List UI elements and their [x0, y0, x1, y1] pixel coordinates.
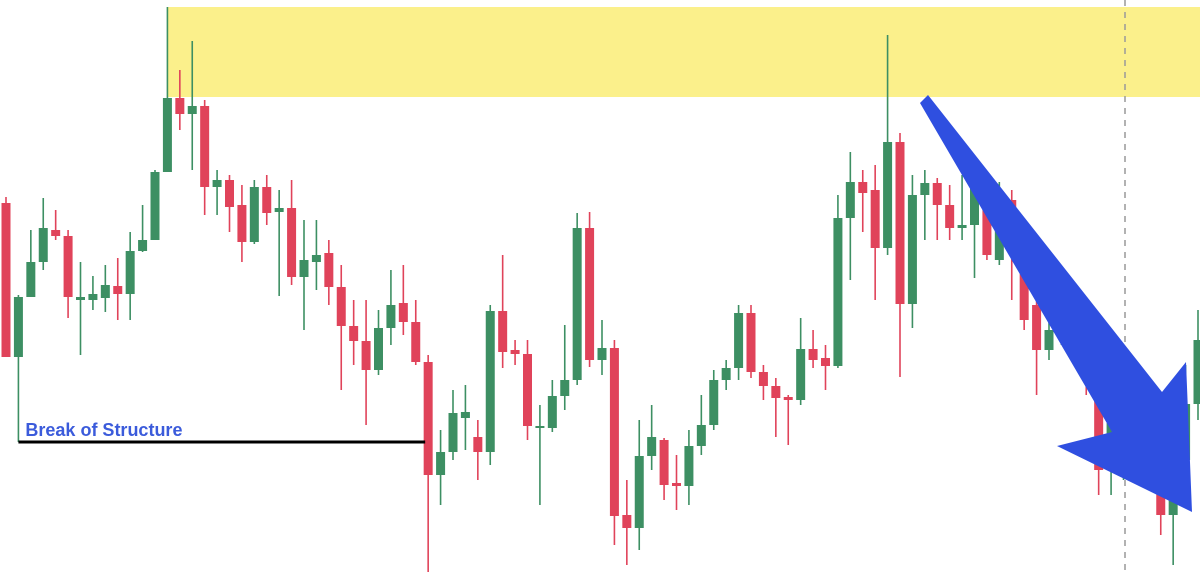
- candle-body: [1, 203, 11, 357]
- candle-body: [746, 313, 756, 372]
- candle-body: [26, 262, 36, 297]
- candle-body: [249, 187, 259, 242]
- candle-body: [1032, 305, 1042, 350]
- candle-body: [237, 205, 247, 242]
- candle-body: [622, 515, 632, 528]
- candle-body: [957, 225, 967, 228]
- candle-body: [945, 205, 955, 228]
- candle-body: [113, 286, 123, 294]
- candle-body: [796, 349, 806, 400]
- candle-body: [696, 425, 706, 446]
- candle-body: [721, 368, 731, 380]
- candle-body: [1019, 245, 1029, 320]
- candle-body: [535, 426, 545, 428]
- candle-body: [398, 303, 408, 322]
- candle-body: [609, 348, 619, 516]
- candle-body: [76, 297, 85, 300]
- candle-body: [212, 180, 222, 187]
- candle-body: [672, 483, 681, 486]
- candle-body: [771, 386, 781, 398]
- candle-body: [460, 412, 470, 418]
- candle-body: [659, 440, 669, 485]
- candle-body: [473, 437, 483, 452]
- candle-body: [262, 187, 272, 213]
- candle-body: [647, 437, 657, 456]
- candle-body: [845, 182, 855, 218]
- candle-body: [63, 236, 73, 297]
- candle-body: [125, 251, 135, 294]
- candle-body: [734, 313, 744, 368]
- bos-label: Break of Structure: [25, 420, 182, 440]
- candle-body: [1094, 372, 1104, 470]
- candle-body: [374, 328, 383, 370]
- candle-body: [13, 297, 23, 357]
- candle-body: [808, 349, 818, 360]
- candle-body: [1193, 340, 1200, 404]
- candle-body: [175, 98, 185, 114]
- candle-body: [920, 183, 930, 195]
- candle-body: [361, 341, 371, 370]
- candle-body: [833, 218, 843, 366]
- candle-body: [970, 185, 979, 225]
- trend-arrow: [920, 95, 1192, 512]
- candle-body: [870, 190, 880, 248]
- candle-body: [709, 380, 719, 425]
- candle-body: [1044, 330, 1054, 350]
- candle-body: [336, 287, 346, 326]
- candle-body: [386, 305, 396, 328]
- candle-body: [349, 326, 359, 341]
- candle-body: [932, 183, 942, 205]
- candle-body: [299, 260, 309, 277]
- candle-body: [907, 195, 917, 304]
- candle-body: [324, 253, 334, 287]
- candle-body: [560, 380, 570, 396]
- candle-body: [498, 311, 508, 352]
- candle-body: [423, 362, 433, 475]
- candle-body: [572, 228, 582, 380]
- candle-body: [821, 358, 830, 366]
- candle-body: [597, 348, 607, 360]
- candle-body: [895, 142, 905, 304]
- candle-body: [523, 354, 532, 426]
- candle-body: [88, 294, 98, 300]
- candle-body: [436, 452, 446, 475]
- candle-body: [200, 106, 210, 187]
- candle-body: [51, 230, 61, 236]
- candle-body: [311, 255, 321, 262]
- candle-body: [187, 106, 197, 114]
- candle-body: [287, 208, 297, 277]
- candle-body: [547, 396, 557, 428]
- candle-body: [783, 397, 793, 400]
- candle-body: [274, 208, 284, 212]
- candle-body: [150, 172, 160, 240]
- candle-body: [411, 322, 421, 362]
- candle-body: [585, 228, 595, 360]
- candle-body: [684, 446, 694, 486]
- candle-body: [448, 413, 458, 452]
- supply-zone: [167, 7, 1200, 97]
- candle-body: [982, 183, 992, 255]
- candle-body: [485, 311, 495, 452]
- candle-body: [100, 285, 110, 298]
- candle-body: [162, 98, 172, 172]
- candle-body: [858, 182, 868, 193]
- candle-body: [510, 350, 520, 354]
- candle-body: [38, 228, 48, 262]
- candle-body: [883, 142, 893, 248]
- candle-body: [138, 240, 148, 251]
- candle-body: [758, 372, 768, 386]
- candle-body: [634, 456, 644, 528]
- candle-body: [225, 180, 234, 207]
